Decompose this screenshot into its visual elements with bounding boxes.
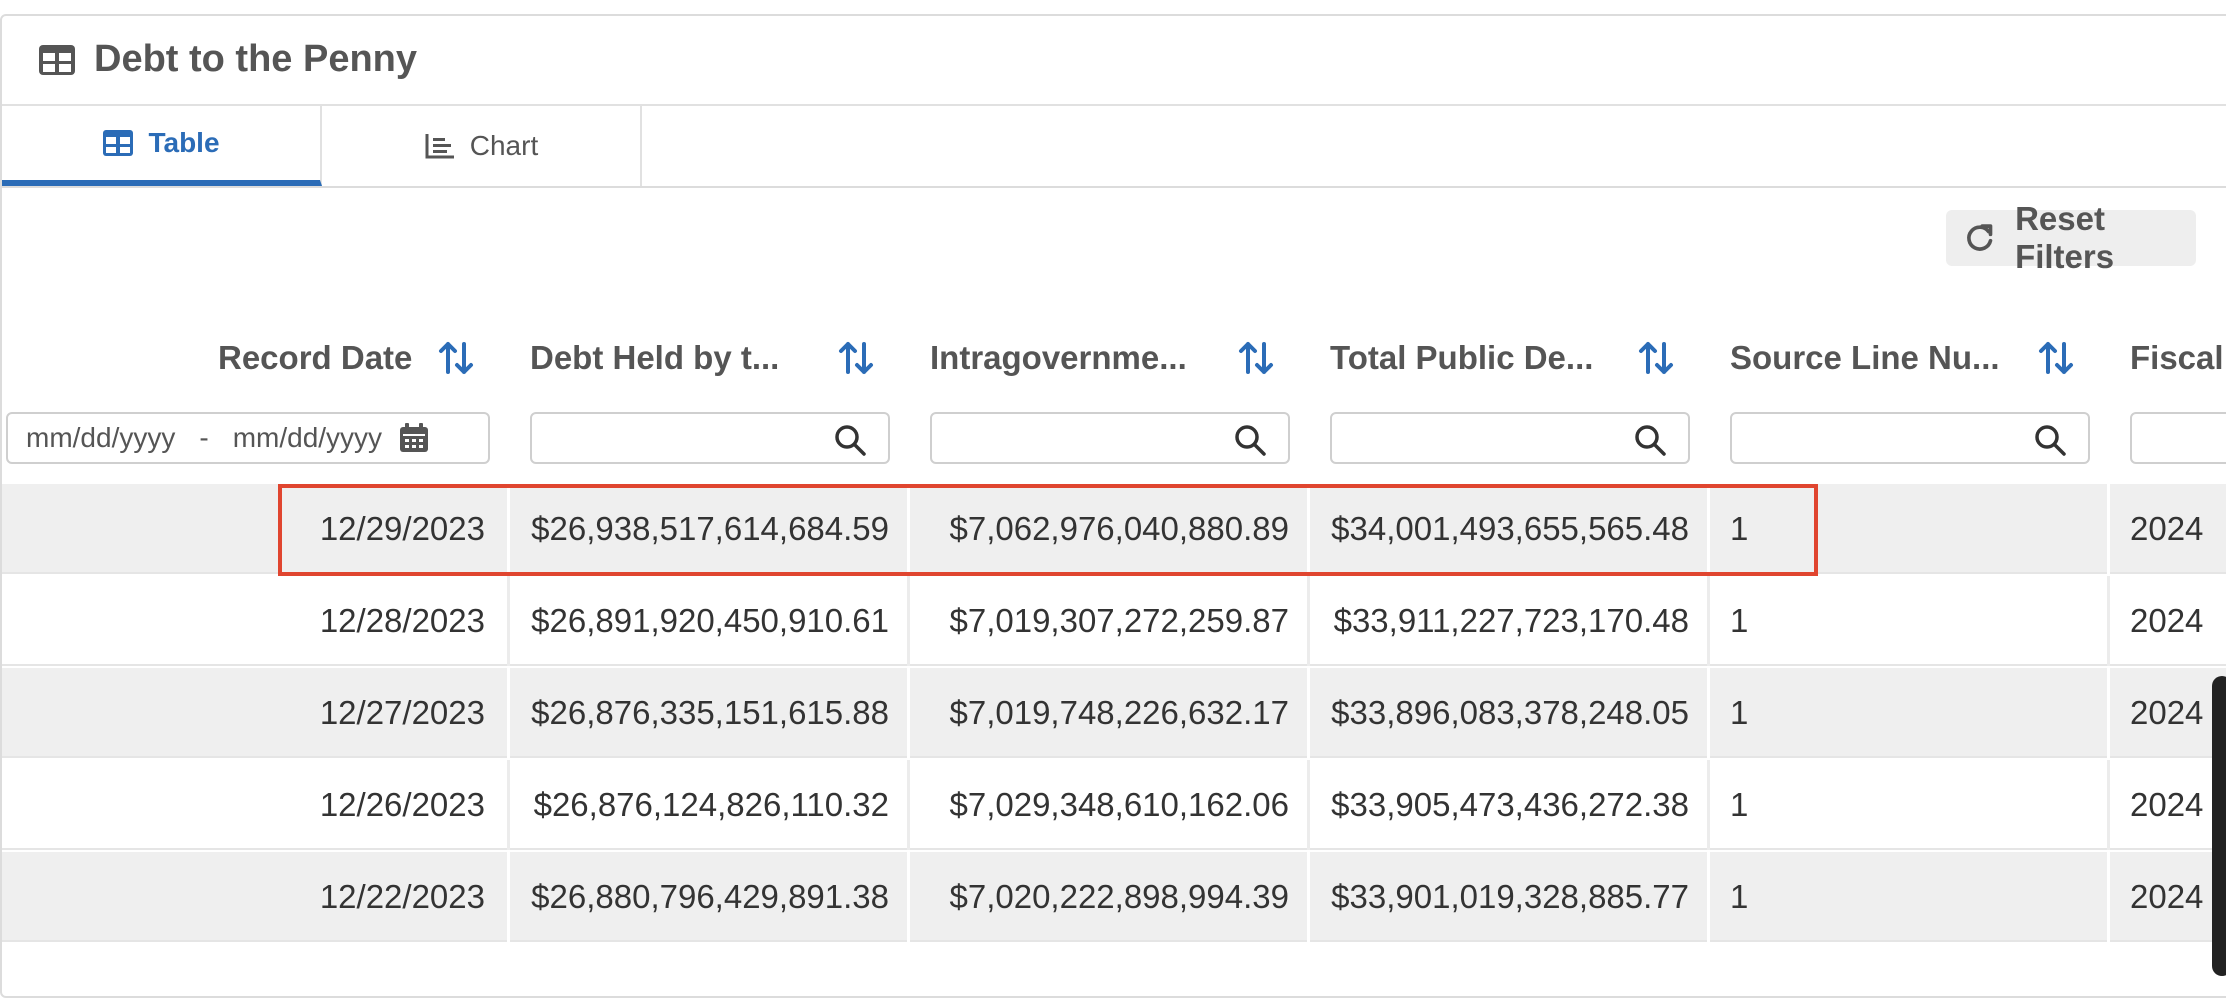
cell-intragovernmental: $7,062,976,040,880.89 [910,484,1310,574]
column-header-record-date[interactable]: Record Date [218,328,412,388]
cell-total-public-debt: $33,911,227,723,170.48 [1310,576,1710,666]
cell-source-line: 1 [1710,668,2110,758]
table-header: Record Date Debt Held by t... Intragover… [2,328,2226,388]
column-label: Fiscal [2130,339,2224,376]
reset-filters-button[interactable]: Reset Filters [1946,200,2196,275]
cell-fiscal-year: 2024 [2130,602,2204,639]
column-label: Record Date [218,339,413,376]
sort-icon[interactable] [436,338,476,378]
tab-table-label: Table [148,127,220,158]
fiscal-year-filter-input[interactable] [2130,412,2226,464]
cell-total-public-debt: $33,905,473,436,272.38 [1310,760,1710,850]
cell-total-public-debt: $34,001,493,655,565.48 [1310,484,1710,574]
cell-debt-held-by-public: $26,891,920,450,910.61 [510,576,910,666]
column-label: Total Public De... [1330,339,1594,376]
cell-source-line: 1 [1710,484,2110,574]
column-header-debt-held-by-public[interactable]: Debt Held by t... [530,328,779,388]
table-row[interactable]: 12/28/2023 $26,891,920,450,910.61 $7,019… [2,576,2226,666]
column-label: Debt Held by t... [530,339,780,376]
tab-chart[interactable]: Chart [322,106,642,186]
sort-icon[interactable] [1636,338,1676,378]
cell-intragovernmental: $7,019,748,226,632.17 [910,668,1310,758]
panel-title: Debt to the Penny [94,38,418,80]
sort-icon[interactable] [836,338,876,378]
cell-source-line: 1 [1710,576,2110,666]
column-header-intragovernmental[interactable]: Intragovernme... [930,328,1187,388]
calendar-icon[interactable] [398,422,430,454]
view-tabs: Table Chart [2,106,2226,188]
column-label: Intragovernme... [930,339,1187,376]
tab-table[interactable]: Table [2,106,322,186]
cell-intragovernmental: $7,020,222,898,994.39 [910,852,1310,942]
source-line-filter-input[interactable] [1730,412,2090,464]
reset-filters-label: Reset Filters [2015,200,2115,275]
cell-intragovernmental: $7,029,348,610,162.06 [910,760,1310,850]
column-header-source-line-number[interactable]: Source Line Nu... [1730,328,2000,388]
chart-icon [425,134,454,159]
cell-fiscal-year: 2024 [2130,878,2204,915]
sort-icon[interactable] [1236,338,1276,378]
cell-total-public-debt: $33,896,083,378,248.05 [1310,668,1710,758]
search-icon [835,425,866,456]
debt-held-filter-input[interactable] [530,412,890,464]
scrollbar[interactable] [2212,676,2226,976]
cell-record-date: 12/27/2023 [2,668,510,758]
cell-record-date: 12/22/2023 [2,852,510,942]
cell-debt-held-by-public: $26,876,124,826,110.32 [510,760,910,850]
cell-fiscal-year: 2024 [2130,786,2204,823]
search-icon [1235,425,1266,456]
column-header-total-public-debt[interactable]: Total Public De... [1330,328,1593,388]
table-row[interactable]: 12/22/2023 $26,880,796,429,891.38 $7,020… [2,852,2226,942]
column-label: Source Line Nu... [1730,339,2000,376]
cell-debt-held-by-public: $26,938,517,614,684.59 [510,484,910,574]
cell-fiscal-year: 2024 [2130,694,2204,731]
cell-intragovernmental: $7,019,307,272,259.87 [910,576,1310,666]
date-range-separator: - [199,422,209,453]
table-icon [103,130,134,156]
column-header-fiscal-year[interactable]: Fiscal [2130,328,2224,388]
date-to-input[interactable]: mm/dd/yyyy [232,422,383,453]
intragovernmental-filter-input[interactable] [930,412,1290,464]
cell-record-date: 12/26/2023 [2,760,510,850]
dataset-panel: Debt to the Penny Table Chart [0,14,2226,998]
date-from-input[interactable]: mm/dd/yyyy [26,422,176,453]
tab-chart-label: Chart [469,130,539,161]
search-icon [1635,425,1666,456]
cell-record-date: 12/28/2023 [2,576,510,666]
total-public-debt-filter-input[interactable] [1330,412,1690,464]
table-row[interactable]: 12/26/2023 $26,876,124,826,110.32 $7,029… [2,760,2226,850]
cell-debt-held-by-public: $26,876,335,151,615.88 [510,668,910,758]
table-icon [39,45,75,75]
cell-source-line: 1 [1710,852,2110,942]
cell-debt-held-by-public: $26,880,796,429,891.38 [510,852,910,942]
cell-total-public-debt: $33,901,019,328,885.77 [1310,852,1710,942]
record-date-filter[interactable]: mm/dd/yyyy - mm/dd/yyyy [6,412,490,464]
cell-source-line: 1 [1710,760,2110,850]
table-row[interactable]: 12/27/2023 $26,876,335,151,615.88 $7,019… [2,668,2226,758]
refresh-icon [1967,224,1993,251]
cell-fiscal-year: 2024 [2130,510,2204,547]
cell-record-date: 12/29/2023 [2,484,510,574]
table-row[interactable]: 12/29/2023 $26,938,517,614,684.59 $7,062… [2,484,2226,574]
search-icon [2035,425,2066,456]
panel-header: Debt to the Penny [2,16,2226,106]
sort-icon[interactable] [2036,338,2076,378]
